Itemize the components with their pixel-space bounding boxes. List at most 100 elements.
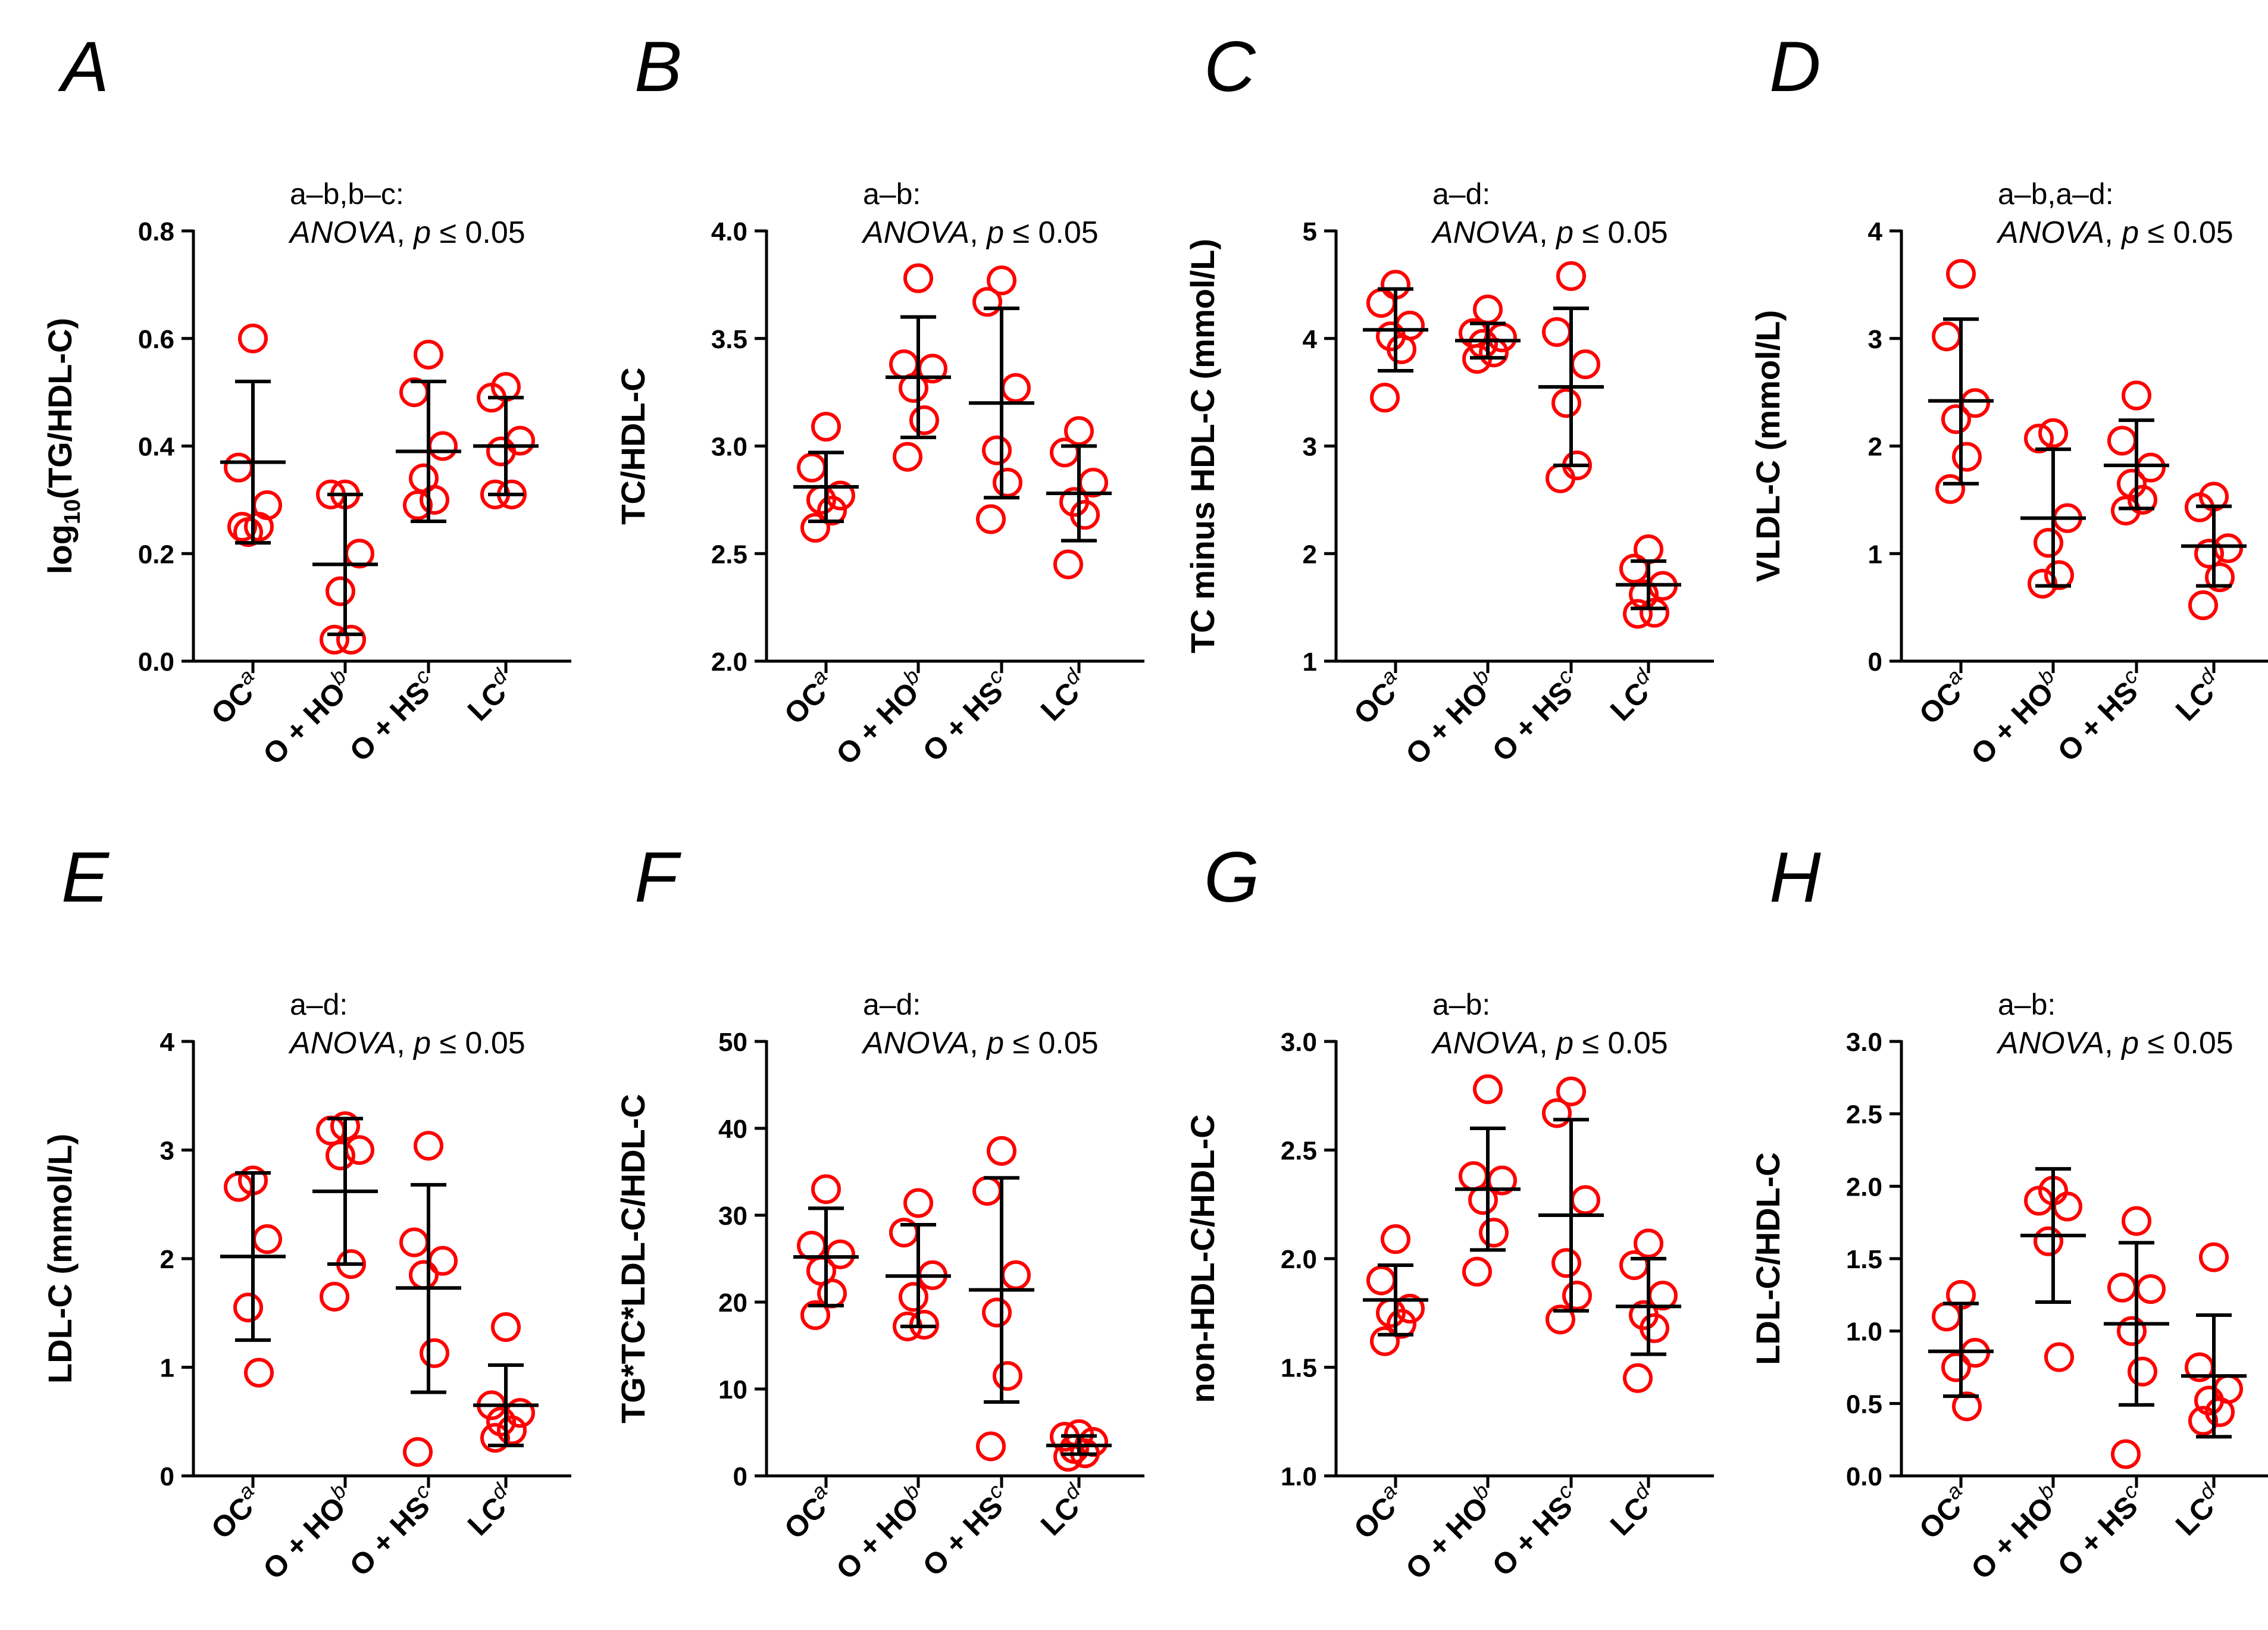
data-point	[2194, 539, 2224, 569]
y-label-subscript: 10	[60, 499, 85, 524]
x-tick-label: O + HOb	[1962, 664, 2069, 771]
data-point	[238, 323, 268, 353]
data-point	[2188, 590, 2218, 621]
x-tick-name: O + HO	[830, 1490, 925, 1585]
category-o-ho: O + HOb	[830, 263, 951, 771]
panel-letter: F	[634, 837, 681, 917]
data-point	[486, 436, 516, 467]
data-point	[903, 263, 933, 293]
separator: ,	[969, 215, 987, 250]
y-label-tail: (TG/HDL-C)	[41, 318, 79, 499]
data-point	[987, 1135, 1016, 1166]
y-axis-label: LDL-C (mmol/L)	[41, 1134, 79, 1384]
data-point	[2107, 1272, 2137, 1303]
category-o-hs: O + HSc	[1486, 261, 1604, 768]
p-threshold: ≤ 0.05	[1573, 215, 1668, 250]
test-name: ANOVA	[1431, 1026, 1539, 1060]
data-point	[420, 484, 449, 515]
data-point	[2034, 528, 2063, 558]
data-point	[982, 1297, 1012, 1328]
data-point	[1366, 288, 1396, 318]
y-tick-label: 3	[1303, 433, 1317, 462]
data-point	[1053, 1441, 1083, 1472]
data-point	[811, 1174, 841, 1204]
y-tick-label: 40	[718, 1115, 747, 1144]
y-axis-label: TC/HDL-C	[614, 367, 652, 524]
data-point	[1064, 416, 1094, 446]
data-point	[2117, 1316, 2147, 1346]
data-point	[976, 1431, 1006, 1462]
category-oc: OCa	[774, 1174, 859, 1545]
test-name: ANOVA	[1996, 1026, 2104, 1060]
data-point	[316, 1115, 346, 1146]
data-point	[491, 1312, 521, 1342]
y-tick-label: 2.0	[1846, 1172, 1882, 1202]
data-point	[2188, 1406, 2218, 1436]
y-axis-label: non-HDL-C/HDL-C	[1184, 1114, 1221, 1403]
data-point	[428, 1246, 458, 1276]
data-point	[1634, 1228, 1663, 1259]
y-label-main: LDL-C (mmol/L)	[41, 1134, 79, 1384]
data-point	[1571, 349, 1600, 380]
y-tick-label: 5	[1303, 217, 1317, 246]
category-lc: LCd	[1604, 1228, 1681, 1542]
p-threshold: ≤ 0.05	[431, 215, 525, 250]
anova-label: ANOVA, p ≤ 0.05	[288, 215, 525, 250]
significance-pairs: a–b:	[1432, 988, 1490, 1021]
separator: ,	[1539, 215, 1556, 250]
data-point	[1932, 321, 1962, 352]
y-tick-label: 3.0	[1281, 1028, 1317, 1057]
data-point	[1376, 1298, 1406, 1328]
p-symbol: p	[986, 215, 1004, 250]
test-name: ANOVA	[861, 215, 969, 250]
y-axis-label: TC minus HDL-C (mmol/L)	[1184, 239, 1221, 653]
data-point	[987, 265, 1016, 296]
y-tick-label: 0.4	[138, 433, 175, 462]
y-tick-label: 0.5	[1846, 1390, 1882, 1419]
data-point	[1946, 259, 1976, 289]
p-symbol: p	[412, 1026, 431, 1060]
y-tick-label: 3	[1868, 325, 1882, 354]
x-tick-label: O + HOb	[1396, 1479, 1503, 1586]
data-point	[909, 405, 939, 436]
y-tick-label: 0.2	[138, 540, 174, 569]
category-o-hs: O + HSc	[343, 1131, 461, 1582]
separator: ,	[2104, 1026, 2122, 1060]
data-point	[2205, 562, 2235, 593]
data-point	[1623, 599, 1653, 629]
data-point	[797, 1231, 827, 1261]
data-point	[1952, 442, 1982, 472]
x-tick-label: O + HOb	[1396, 664, 1503, 771]
data-point	[403, 490, 433, 520]
y-tick-label: 4	[1868, 217, 1883, 246]
x-tick-label: LCd	[1031, 1478, 1094, 1542]
y-axis-label: VLDL-C (mmol/L)	[1749, 310, 1787, 582]
x-tick-label: O + HOb	[827, 1479, 934, 1586]
y-label-main: TC minus HDL-C (mmol/L)	[1184, 239, 1221, 653]
panel-h: Ha–b: ANOVA, p ≤ 0.05 LDL-C/HDL-C 0.0 0.5 1.0…	[1749, 837, 2268, 1586]
p-threshold: ≤ 0.05	[1573, 1026, 1668, 1060]
anova-label: ANOVA, p ≤ 0.05	[1431, 1026, 1668, 1060]
x-tick-label: OCa	[774, 1479, 841, 1545]
data-point	[399, 1227, 429, 1257]
data-point	[1562, 1281, 1592, 1311]
category-lc: LCd	[2169, 1242, 2247, 1542]
x-tick-label: LCd	[458, 1478, 521, 1542]
separator: ,	[396, 215, 414, 250]
anova-label: ANOVA, p ≤ 0.05	[861, 1026, 1099, 1060]
category-lc: LCd	[1034, 416, 1112, 727]
y-tick-label: 1.0	[1281, 1462, 1317, 1491]
y-tick-label: 2	[160, 1245, 174, 1274]
y-label-main: log	[41, 524, 79, 574]
anova-label: ANOVA, p ≤ 0.05	[1431, 215, 1668, 250]
y-tick-label: 2.0	[1281, 1245, 1317, 1274]
p-threshold: ≤ 0.05	[1004, 1026, 1099, 1060]
y-tick-label: 0	[1868, 647, 1882, 677]
data-point	[345, 1135, 374, 1165]
category-o-hs: O + HSc	[1486, 1076, 1604, 1582]
x-tick-label: OCa	[201, 1479, 268, 1545]
p-symbol: p	[986, 1026, 1004, 1060]
data-point	[428, 431, 458, 461]
data-point	[414, 339, 443, 370]
test-name: ANOVA	[861, 1026, 969, 1060]
